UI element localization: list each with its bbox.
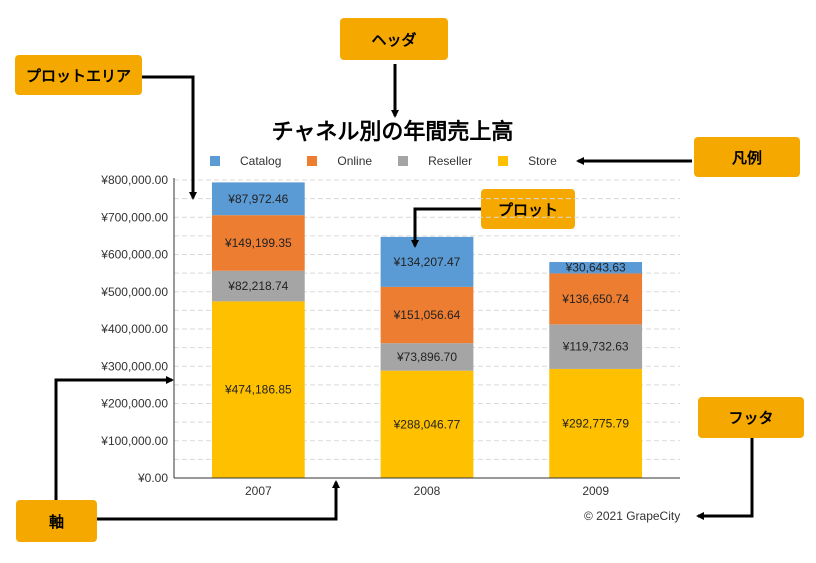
data-label: ¥119,732.63 <box>562 340 629 354</box>
data-label: ¥288,046.77 <box>393 417 461 431</box>
plot-callout: プロット <box>481 189 575 229</box>
axes: ¥0.00 ¥100,000.00 ¥200,000.00 ¥300,000.00 ¥4… <box>100 173 680 498</box>
x-tick-label: 2008 <box>414 484 441 498</box>
x-tick-label: 2009 <box>582 484 609 498</box>
legend-label-online: Online <box>337 154 373 168</box>
legend-item-catalog: Catalog <box>210 154 281 168</box>
data-label: ¥30,643.63 <box>565 261 626 275</box>
legend: Catalog Online Reseller Store <box>210 154 583 168</box>
y-tick-label: ¥0.00 <box>137 471 168 485</box>
bar-segment-online <box>549 273 643 325</box>
bar-segment-reseller <box>549 324 643 369</box>
header-callout: ヘッダ <box>340 18 448 60</box>
callout-arrows <box>54 64 754 521</box>
legend-callout: 凡例 <box>694 137 800 177</box>
legend-swatch-catalog <box>210 156 220 166</box>
axis-arrow-bottom <box>97 480 340 521</box>
footer-arrow <box>696 438 754 520</box>
bar-segment-catalog <box>380 236 474 287</box>
legend-swatch-reseller <box>398 156 409 166</box>
data-label: ¥292,775.79 <box>561 416 629 430</box>
chart-title: チャネル別の年間売上高 <box>271 120 514 145</box>
data-label: ¥82,218.74 <box>227 279 288 293</box>
data-label: ¥149,199.35 <box>224 236 292 250</box>
plot-area-arrow <box>142 75 197 200</box>
plot-bars: ¥474,186.85 ¥82,218.74 ¥149,199.35 ¥87,972.… <box>211 182 643 478</box>
legend-label-store: Store <box>528 154 557 168</box>
data-label: ¥136,650.74 <box>561 292 629 306</box>
bar-segment-store <box>380 370 474 478</box>
bar-segment-reseller <box>211 270 305 302</box>
legend-label-reseller: Reseller <box>428 154 473 168</box>
bar-segment-online <box>380 286 474 344</box>
bar-segment-online <box>211 215 305 271</box>
bar-segment-store <box>211 301 305 478</box>
y-tick-label: ¥100,000.00 <box>100 434 168 448</box>
legend-swatch-online <box>307 156 318 166</box>
data-label: ¥134,207.47 <box>393 255 461 269</box>
bar-segment-catalog <box>211 182 305 216</box>
plot-arrow <box>411 207 481 248</box>
y-tick-label: ¥700,000.00 <box>100 210 168 224</box>
legend-item-store: Store <box>498 154 557 168</box>
data-label: ¥151,056.64 <box>393 308 461 322</box>
legend-item-online: Online <box>307 154 372 168</box>
data-label: ¥73,896.70 <box>396 350 457 364</box>
y-tick-label: ¥200,000.00 <box>100 397 168 411</box>
legend-item-reseller: Reseller <box>398 154 472 168</box>
legend-swatch-store <box>498 156 509 166</box>
legend-label-catalog: Catalog <box>240 154 282 168</box>
y-tick-label: ¥300,000.00 <box>100 359 168 373</box>
axis-callout: 軸 <box>16 500 97 542</box>
y-tick-label: ¥800,000.00 <box>100 173 168 187</box>
footer-callout: フッタ <box>698 397 804 438</box>
data-label: ¥474,186.85 <box>224 383 292 397</box>
x-tick-label: 2007 <box>245 484 272 498</box>
y-tick-label: ¥500,000.00 <box>100 285 168 299</box>
bar-segment-reseller <box>380 343 474 371</box>
bar-segment-store <box>549 368 643 478</box>
y-tick-label: ¥600,000.00 <box>100 248 168 262</box>
y-tick-label: ¥400,000.00 <box>100 322 168 336</box>
plot-area-callout: プロットエリア <box>15 55 142 95</box>
axis-arrow-left <box>54 376 174 500</box>
footer-text: © 2021 GrapeCity <box>584 509 681 523</box>
data-label: ¥87,972.46 <box>227 192 288 206</box>
bar-segment-catalog <box>549 262 643 274</box>
